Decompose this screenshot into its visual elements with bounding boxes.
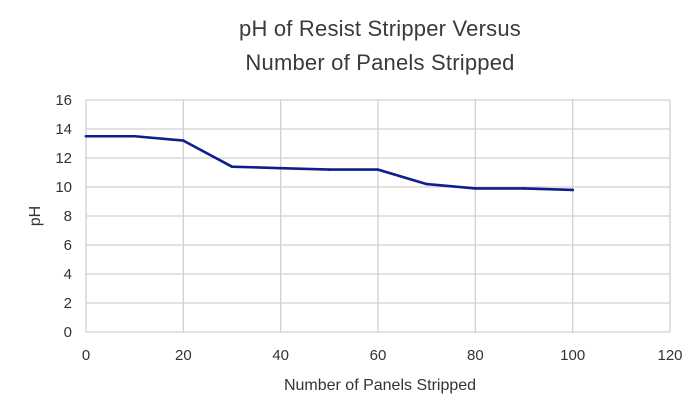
data-point (133, 134, 136, 138)
series-layer (84, 134, 574, 192)
data-point (279, 166, 282, 170)
x-tick-label: 40 (272, 347, 289, 364)
y-tick-label: 8 (64, 208, 72, 225)
x-tick-label: 100 (560, 347, 585, 364)
gridlines (85, 99, 671, 333)
x-tick-label: 120 (657, 347, 682, 364)
data-point (84, 134, 88, 138)
y-axis-label: pH (27, 206, 44, 226)
data-point (182, 139, 185, 142)
x-tick-label: 0 (82, 347, 90, 364)
data-point (474, 187, 477, 190)
chart-title-line-1: pH of Resist Stripper Versus (239, 16, 521, 41)
y-tick-label: 10 (55, 179, 72, 196)
x-tick-label: 60 (370, 347, 387, 364)
y-tick-label: 4 (64, 266, 72, 283)
y-tick-label: 16 (55, 92, 72, 109)
x-axis-label: Number of Panels Stripped (284, 377, 476, 394)
x-tick-label: 80 (467, 347, 484, 364)
y-tick-label: 14 (55, 121, 72, 138)
data-point (376, 168, 380, 171)
data-point (328, 168, 331, 171)
data-point (425, 182, 428, 186)
chart-title-line-2: Number of Panels Stripped (245, 50, 515, 75)
x-tick-label: 20 (175, 347, 192, 364)
y-tick-label: 6 (64, 237, 72, 254)
y-tick-label: 0 (64, 324, 72, 341)
y-tick-label: 12 (55, 150, 72, 167)
data-point (522, 187, 526, 190)
data-point (571, 188, 574, 192)
data-point (230, 165, 234, 168)
y-tick-label: 2 (64, 295, 72, 312)
series-line (84, 134, 574, 192)
tick-labels: 0 2 4 6 8 10 12 14 16 0 20 40 60 80 100 120 (55, 92, 682, 364)
